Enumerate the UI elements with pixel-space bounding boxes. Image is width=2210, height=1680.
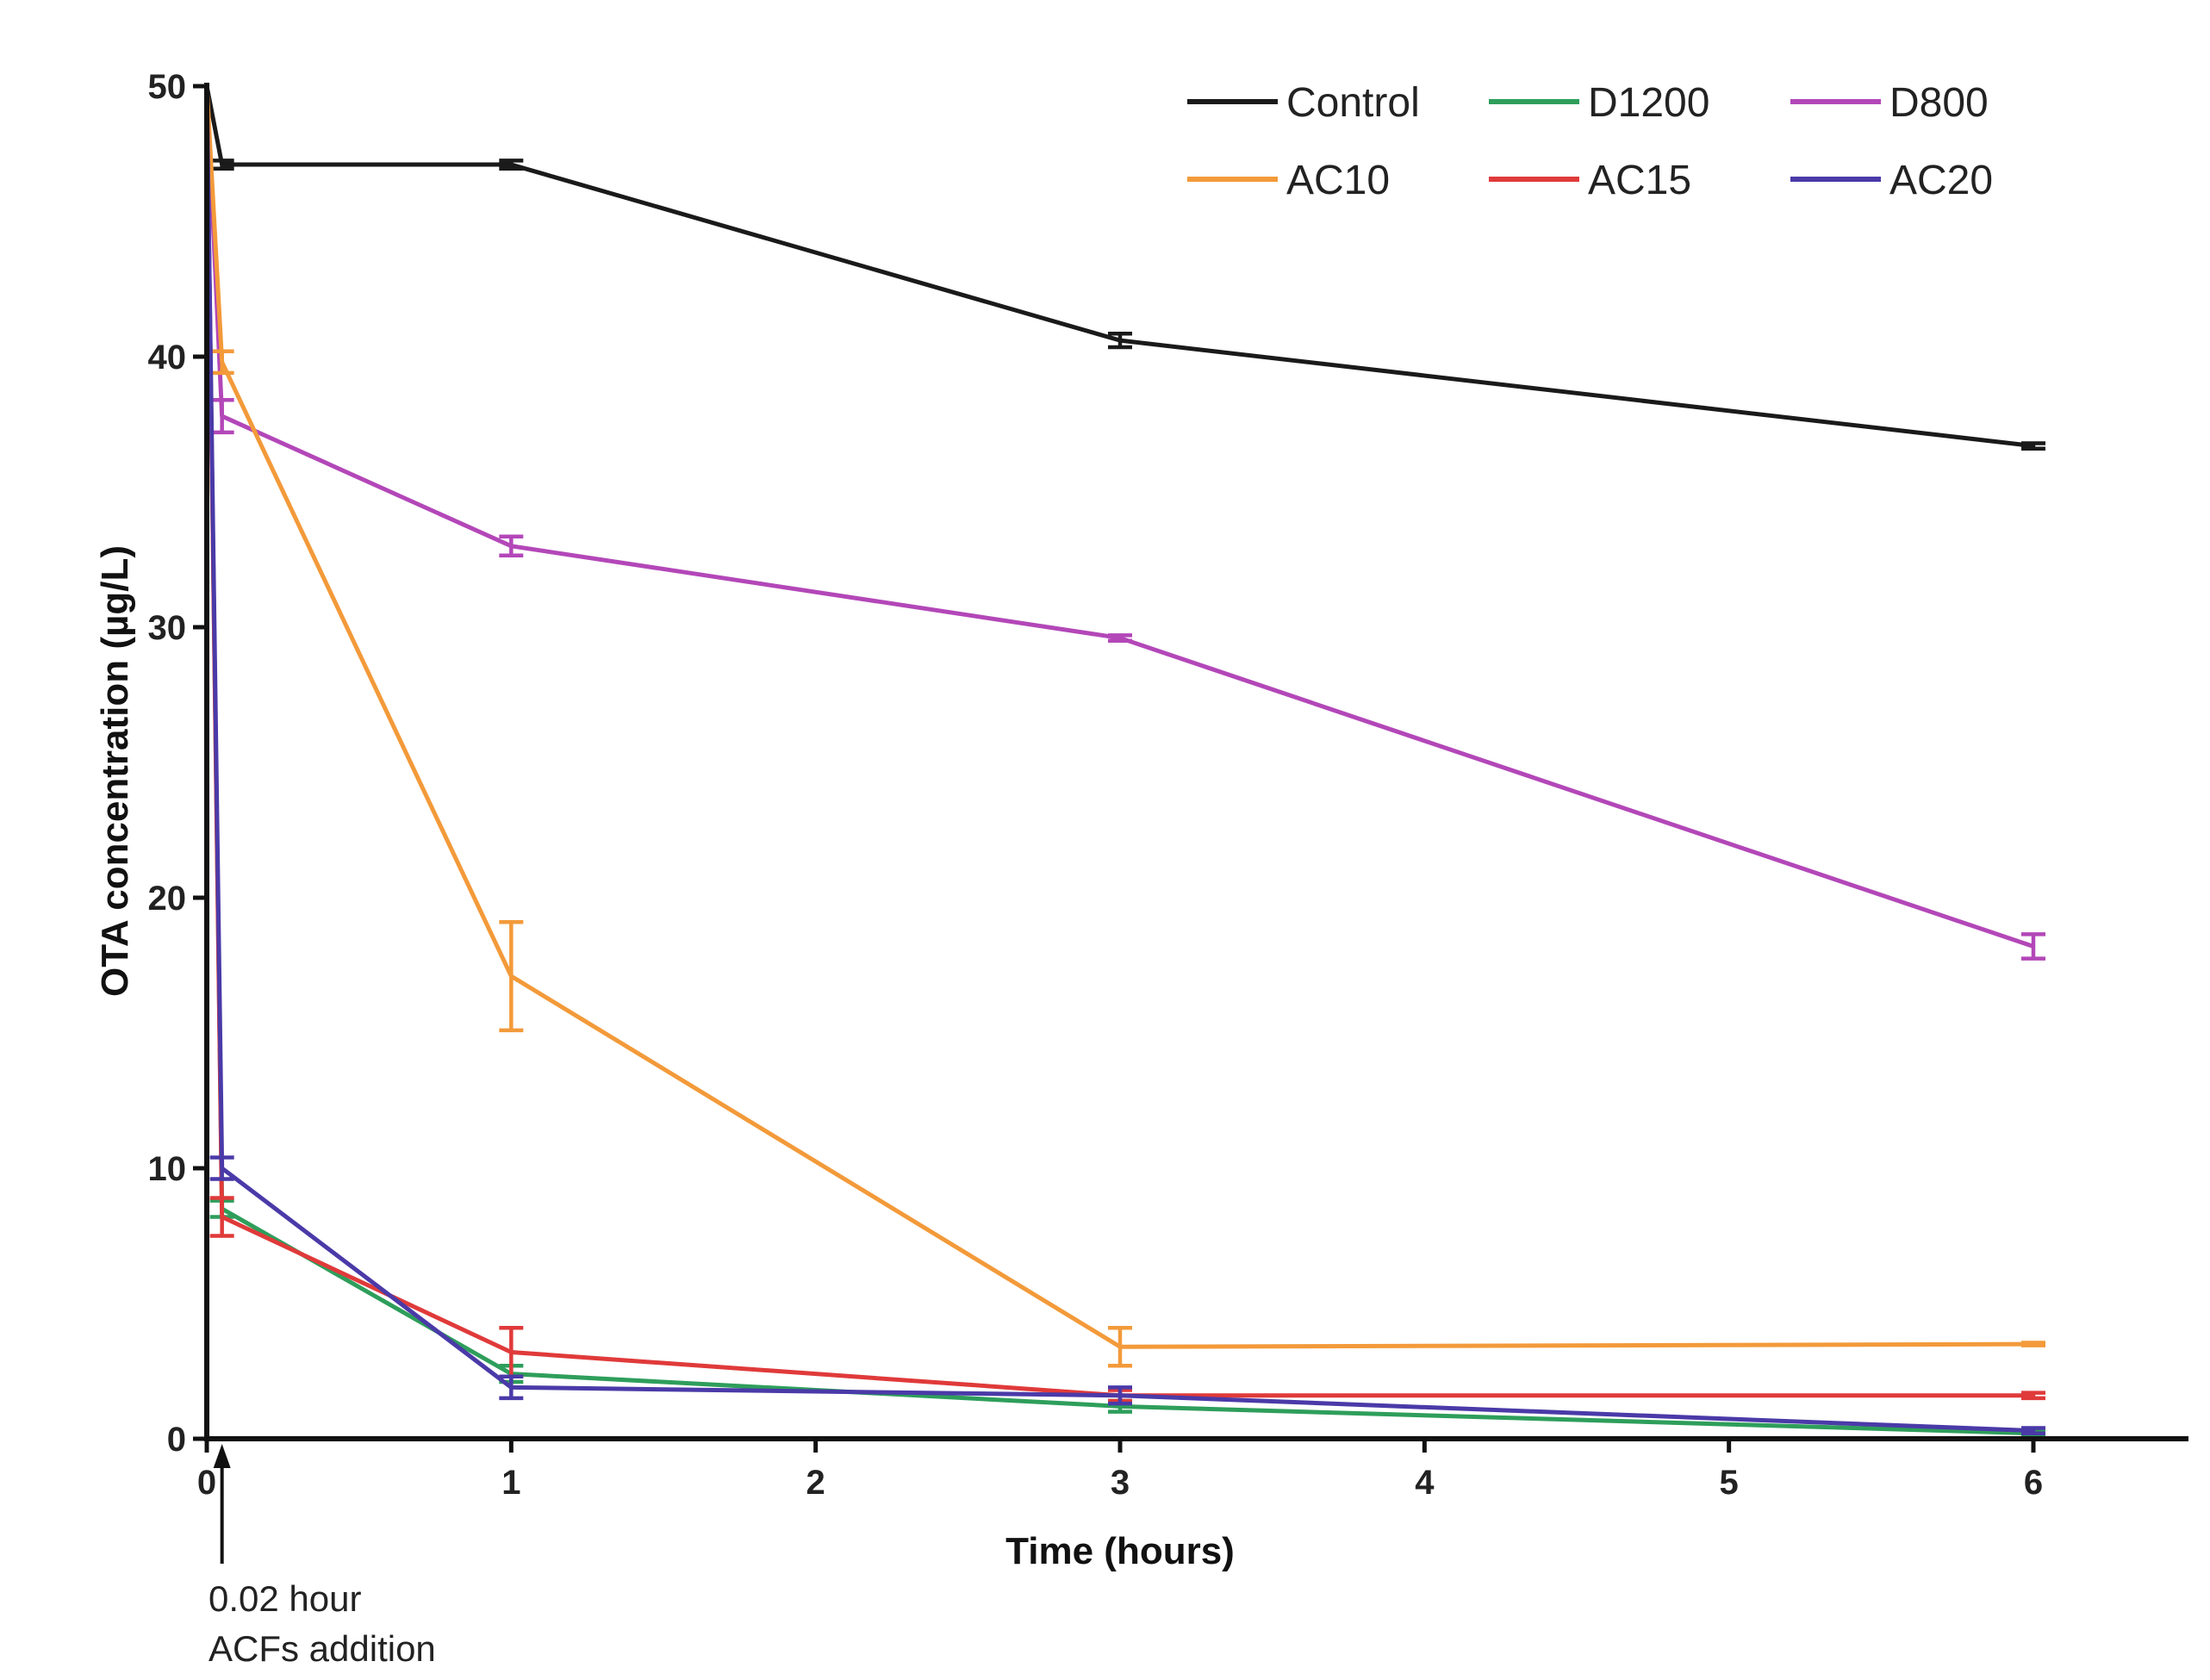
error-bar xyxy=(499,159,524,171)
annotation: 0.02 hour ACFs addition xyxy=(209,1444,436,1669)
error-bar xyxy=(2021,932,2045,961)
error-bar xyxy=(499,1374,524,1401)
series-line-ac20 xyxy=(204,85,2034,1434)
series-line-d1200 xyxy=(204,85,2034,1436)
error-bar xyxy=(2021,441,2045,451)
legend-label: AC10 xyxy=(1286,158,1390,203)
y-tick-label: 50 xyxy=(148,68,187,106)
series-ac20 xyxy=(204,85,2045,1435)
x-tick-label: 5 xyxy=(1720,1464,1739,1502)
x-ticks: 0 1 2 3 4 5 6 xyxy=(197,1439,2043,1502)
legend-item-d1200: D1200 xyxy=(1489,80,1709,126)
annotation-label-line2: ACFs addition xyxy=(209,1628,436,1669)
y-tick-label: 40 xyxy=(148,339,187,376)
error-bar xyxy=(1108,633,1132,643)
series-control xyxy=(204,85,2045,451)
x-tick-label: 6 xyxy=(2024,1464,2043,1502)
series-line-control xyxy=(204,85,2034,449)
annotation-arrow-head-icon xyxy=(213,1444,231,1468)
legend-item-ac20: AC20 xyxy=(1790,158,1993,203)
legend-label: D1200 xyxy=(1588,80,1709,126)
series-ac10 xyxy=(204,85,2045,1368)
legend-item-d800: D800 xyxy=(1790,80,1989,126)
legend: Control D1200 D800 AC10 AC15 AC20 xyxy=(1187,80,1993,203)
y-ticks: 0 10 20 30 40 50 xyxy=(148,68,207,1459)
x-tick-label: 1 xyxy=(501,1464,520,1502)
y-tick-label: 30 xyxy=(148,609,187,647)
series-group xyxy=(204,85,2045,1439)
legend-label: D800 xyxy=(1889,80,1989,126)
x-tick-label: 3 xyxy=(1111,1464,1130,1502)
series-d800 xyxy=(204,85,2045,961)
series-line-d800 xyxy=(204,85,2034,949)
error-bar xyxy=(499,534,524,558)
error-bar xyxy=(209,349,234,376)
axes-group xyxy=(204,83,2188,1441)
error-bar xyxy=(1108,332,1132,350)
legend-label: AC20 xyxy=(1889,158,1993,203)
x-tick-label: 4 xyxy=(1415,1464,1435,1502)
x-tick-label: 2 xyxy=(806,1464,825,1502)
error-bar xyxy=(209,159,234,171)
series-line-ac10 xyxy=(204,85,2034,1349)
series-d1200 xyxy=(204,85,2045,1439)
error-bar xyxy=(1108,1385,1132,1406)
error-bar xyxy=(2021,1426,2045,1435)
error-bar xyxy=(209,1196,234,1238)
error-bar xyxy=(1108,1326,1132,1368)
legend-item-ac10: AC10 xyxy=(1187,158,1390,203)
annotation-label-line1: 0.02 hour xyxy=(209,1578,361,1619)
legend-label: AC15 xyxy=(1588,158,1691,203)
x-tick-label: 0 xyxy=(197,1464,216,1502)
x-axis-title: Time (hours) xyxy=(1005,1530,1235,1572)
error-bar xyxy=(499,920,524,1033)
error-bar xyxy=(209,397,234,435)
y-axis-title: OTA concentration (µg/L) xyxy=(94,545,136,997)
error-bar xyxy=(2021,1391,2045,1401)
y-tick-label: 0 xyxy=(167,1421,186,1459)
error-bar xyxy=(2021,1341,2045,1347)
error-bar xyxy=(209,1155,234,1181)
legend-item-control: Control xyxy=(1187,80,1420,126)
series-line-ac15 xyxy=(204,85,2033,1398)
series-ac15 xyxy=(204,85,2045,1403)
y-tick-label: 10 xyxy=(148,1150,187,1188)
legend-label: Control xyxy=(1286,80,1420,126)
y-tick-label: 20 xyxy=(148,880,187,918)
legend-item-ac15: AC15 xyxy=(1489,158,1691,203)
